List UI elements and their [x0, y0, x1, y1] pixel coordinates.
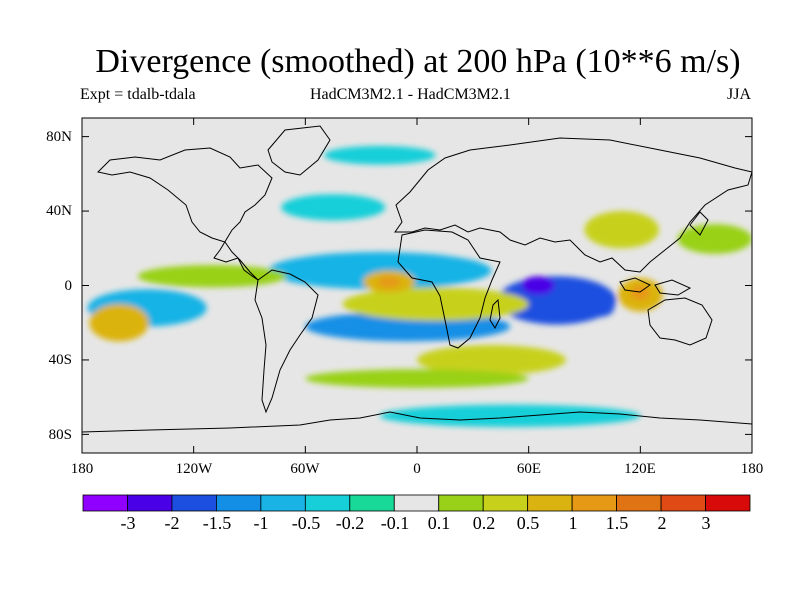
north-america-coastline — [96, 147, 273, 281]
colorbar-swatch — [82, 494, 128, 512]
antarctica-coastline — [82, 411, 752, 433]
field-tropical-atlantic-convergence — [268, 252, 492, 290]
lon-label-60e: 60E — [516, 461, 542, 477]
colorbar-label: 0.2 — [472, 513, 496, 533]
colorbar-swatch — [127, 494, 173, 512]
australia-coastline — [647, 297, 713, 346]
field-antarctic-coast-convergence — [379, 404, 641, 427]
madagascar-coastline — [489, 298, 501, 330]
lon-label-120e: 120E — [624, 461, 656, 477]
field-maritime-continent-divergence-core — [631, 285, 650, 301]
colorbar-label: 1 — [568, 513, 578, 533]
field-indian-ocean-convergence-core — [521, 276, 555, 295]
colorbar-swatch — [304, 494, 351, 512]
colorbar — [82, 494, 751, 512]
plot-title: Divergence (smoothed) at 200 hPa (10**6 … — [95, 43, 741, 80]
south-america-coastline — [254, 269, 319, 414]
lon-label-180w: 180 — [70, 461, 94, 477]
colorbar-swatch — [260, 494, 306, 512]
lat-label-80n: 80N — [46, 129, 72, 145]
colorbar-label: -1 — [253, 513, 269, 533]
season-label: JJA — [727, 86, 752, 103]
maritime-continent-coastline — [619, 277, 692, 296]
colorbar-swatch — [482, 494, 529, 512]
lat-label-80s: 80S — [48, 427, 72, 443]
colorbar-label: -1.5 — [202, 513, 232, 533]
colorbar-label: -2 — [164, 513, 180, 533]
field-west-african-divergence-core — [377, 276, 401, 288]
experiment-label: Expt = tdalb-tdala — [80, 86, 196, 103]
lat-label-0: 0 — [64, 278, 73, 294]
colorbar-label: -0.2 — [335, 513, 365, 533]
colorbar-swatch — [571, 494, 618, 512]
colorbar-label: 2 — [657, 513, 667, 533]
field-north-atlantic-convergence — [281, 194, 386, 221]
lon-label-0: 0 — [413, 461, 421, 477]
field-southern-indian-divergence — [417, 345, 566, 375]
colorbar-label: 0.5 — [516, 513, 540, 533]
field-tropical-pacific-divergence — [137, 265, 287, 288]
europe-asia-coastline — [394, 137, 752, 273]
lon-label-120w: 120W — [175, 461, 213, 477]
greenland-coastline — [267, 125, 331, 176]
field-arctic-convergence — [323, 145, 436, 165]
lat-label-40s: 40S — [48, 352, 72, 368]
field-indian-ocean-convergence-secondary — [584, 298, 615, 318]
field-asian-divergence — [584, 211, 659, 249]
colorbar-swatch — [349, 494, 395, 512]
colorbar-label: -3 — [120, 513, 136, 533]
colorbar-label: -0.5 — [291, 513, 321, 533]
colorbar-swatch — [616, 494, 662, 512]
lon-label-180e: 180 — [740, 461, 764, 477]
lon-label-60w: 60W — [290, 461, 320, 477]
colorbar-swatch — [393, 494, 440, 512]
coastlines — [82, 125, 752, 433]
colorbar-swatch — [705, 494, 751, 512]
model-label: HadCM3M2.1 - HadCM3M2.1 — [310, 86, 511, 103]
africa-coastline — [397, 229, 501, 349]
field-north-pacific-divergence — [677, 224, 752, 254]
colorbar-swatch — [438, 494, 484, 512]
field-south-pacific-divergence — [89, 304, 149, 342]
field-african-divergence — [342, 287, 529, 321]
colorbar-swatch — [527, 494, 573, 512]
colorbar-label: 1.5 — [605, 513, 629, 533]
axis-ticks — [81, 118, 753, 453]
colorbar-label: -0.1 — [380, 513, 410, 533]
colorbar-swatch — [660, 494, 706, 512]
field-southern-ocean-divergence — [305, 369, 529, 388]
colorbar-swatch — [171, 494, 217, 512]
colorbar-swatch — [215, 494, 262, 512]
divergence-field — [87, 145, 752, 427]
colorbar-label: 0.1 — [427, 513, 451, 533]
colorbar-label: 3 — [701, 513, 711, 533]
japan-coastline — [689, 211, 709, 236]
lat-label-40n: 40N — [46, 203, 72, 219]
